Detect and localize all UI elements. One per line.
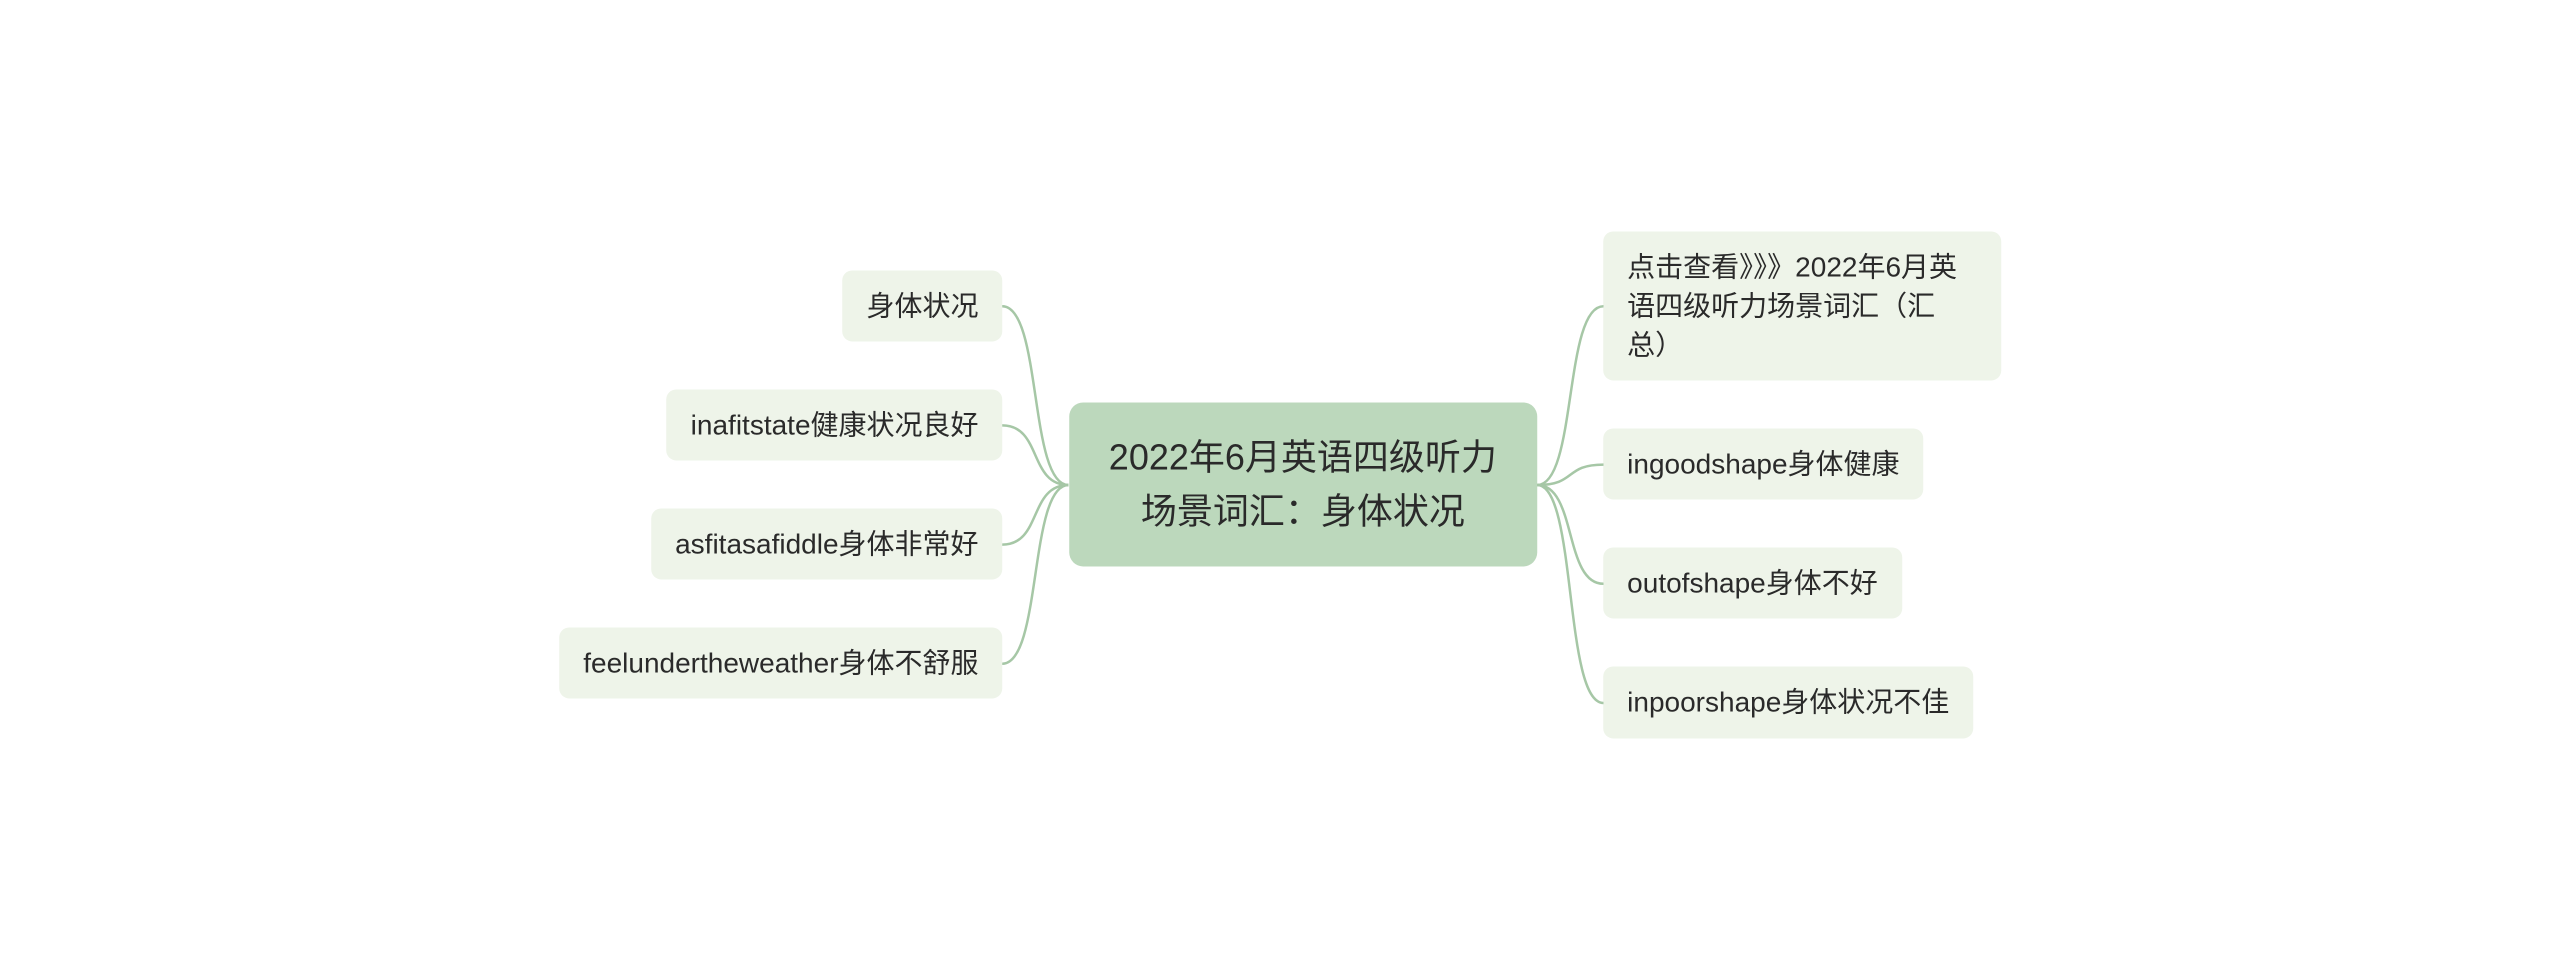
left-leaf-0[interactable]: 身体状况 (843, 270, 1003, 341)
right-leaf-2[interactable]: outofshape身体不好 (1603, 548, 1902, 619)
center-line-2: 场景词汇：身体状况 (1141, 491, 1465, 532)
left-connector-lines (1003, 231, 1069, 738)
center-node[interactable]: 2022年6月英语四级听力 场景词汇：身体状况 (1069, 403, 1537, 567)
center-line-1: 2022年6月英语四级听力 (1109, 437, 1497, 478)
right-leaf-3[interactable]: inpoorshape身体状况不佳 (1603, 667, 1973, 738)
left-leaf-3[interactable]: feelundertheweather身体不舒服 (559, 628, 1002, 699)
right-leaf-1[interactable]: ingoodshape身体健康 (1603, 429, 1923, 500)
left-branch-column: 身体状况 inafitstate健康状况良好 asfitasafiddle身体非… (559, 270, 1002, 699)
right-connector-lines (1537, 231, 1603, 738)
right-connector (1537, 231, 1603, 738)
right-leaf-0[interactable]: 点击查看》》》2022年6月英语四级听力场景词汇（汇总） (1603, 231, 2001, 381)
mindmap-root: 身体状况 inafitstate健康状况良好 asfitasafiddle身体非… (559, 231, 2001, 738)
left-connector (1003, 231, 1069, 738)
left-leaf-2[interactable]: asfitasafiddle身体非常好 (651, 509, 1002, 580)
left-leaf-1[interactable]: inafitstate健康状况良好 (667, 389, 1003, 460)
right-branch-column: 点击查看》》》2022年6月英语四级听力场景词汇（汇总） ingoodshape… (1603, 231, 2001, 738)
